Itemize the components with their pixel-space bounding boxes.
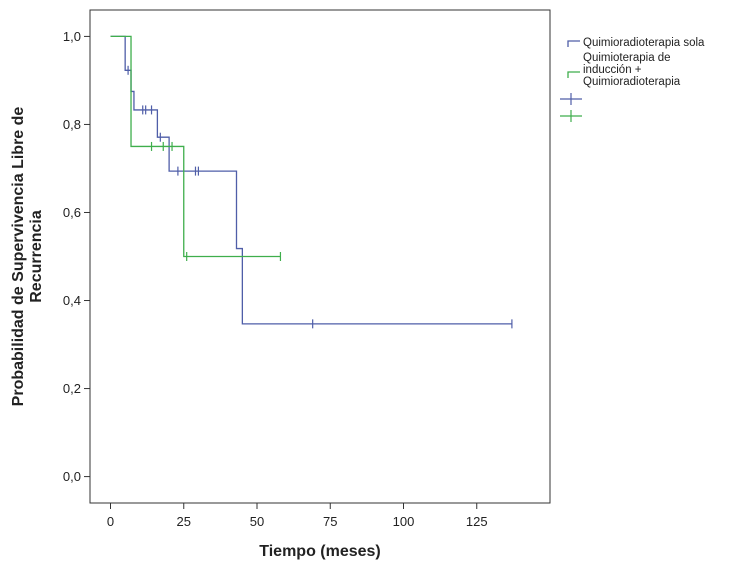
x-tick-label: 50 [250,514,264,529]
y-tick-label: 0,2 [63,381,81,396]
y-tick-label: 1,0 [63,29,81,44]
legend-label: Quimioterapia de [583,52,671,64]
y-tick-label: 0,0 [63,469,81,484]
y-axis-title-line: Probabilidad de Supervivencia Libre de [10,107,27,407]
x-tick-label: 125 [466,514,488,529]
series-line [110,35,281,258]
x-tick-label: 75 [323,514,337,529]
series-line [110,35,512,325]
plot-area [110,35,513,329]
x-tick-label: 100 [393,514,415,529]
legend-label: inducción + [583,64,642,76]
legend-label: Quimioradioterapia [583,76,681,88]
plot-frame [89,9,551,504]
x-axis-title: Tiempo (meses) [259,543,381,560]
y-tick-label: 0,4 [63,293,81,308]
legend: Quimioradioterapia sola Quimioterapia dei… [560,37,705,122]
legend-label: Quimioradioterapia sola [583,37,705,49]
legend-line-icon [567,40,580,47]
y-axis-title-line: Recurrencia [28,210,45,303]
legend-line-icon [567,71,580,78]
x-tick-label: 0 [107,514,114,529]
x-tick-label: 25 [177,514,191,529]
axes: 0,0 0,2 0,4 0,6 0,8 1,0 0 25 50 75 100 125 Tiempo (m… [10,9,551,560]
y-tick-label: 0,8 [63,117,81,132]
y-tick-label: 0,6 [63,205,81,220]
